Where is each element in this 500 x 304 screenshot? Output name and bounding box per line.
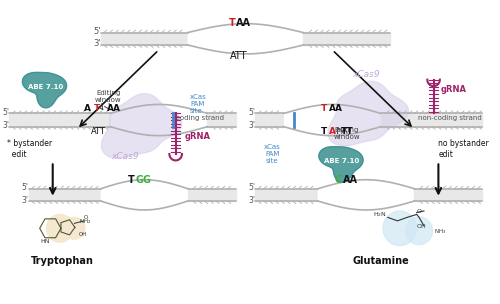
Text: 5': 5' — [2, 108, 10, 117]
Text: $\rm{H_2N}$: $\rm{H_2N}$ — [374, 210, 387, 219]
Text: xCas
PAM
site: xCas PAM site — [264, 144, 280, 164]
Text: GG: GG — [136, 175, 152, 185]
Text: $\rm{NH_2}$: $\rm{NH_2}$ — [79, 217, 92, 226]
Polygon shape — [319, 147, 363, 182]
Text: T: T — [128, 175, 134, 185]
Text: 5': 5' — [22, 183, 29, 192]
Text: TT: TT — [340, 127, 353, 136]
Text: xCas9: xCas9 — [111, 152, 139, 161]
Text: coding strand: coding strand — [176, 115, 224, 121]
Text: ABE 7.10: ABE 7.10 — [28, 84, 63, 90]
Text: T: T — [322, 127, 328, 136]
Text: gRNA: gRNA — [441, 85, 467, 94]
Text: Editing
window: Editing window — [95, 90, 122, 103]
Text: gRNA: gRNA — [184, 132, 210, 141]
Text: T: T — [322, 104, 328, 113]
Text: 3': 3' — [248, 121, 255, 130]
Text: 5': 5' — [248, 108, 255, 117]
Text: T: T — [94, 104, 100, 113]
Text: HN: HN — [40, 239, 50, 244]
Text: Glutamine: Glutamine — [352, 256, 409, 266]
Text: AA: AA — [343, 175, 358, 185]
Text: ATT: ATT — [92, 127, 106, 136]
Circle shape — [64, 217, 85, 239]
Text: Tryptophan: Tryptophan — [31, 256, 94, 266]
Text: O: O — [416, 209, 422, 214]
Polygon shape — [102, 94, 182, 158]
Text: 3': 3' — [2, 121, 10, 130]
Text: 3': 3' — [248, 195, 255, 205]
Text: no bystander
edit: no bystander edit — [438, 139, 489, 158]
Text: A: A — [84, 104, 91, 113]
Polygon shape — [328, 81, 408, 146]
Text: A: A — [329, 127, 336, 136]
Text: 3': 3' — [94, 40, 101, 49]
Text: AA: AA — [329, 104, 343, 113]
Circle shape — [383, 211, 416, 246]
Text: OH: OH — [416, 224, 426, 229]
Text: T: T — [229, 18, 236, 28]
Text: OH: OH — [79, 232, 88, 237]
Text: xCas9: xCas9 — [352, 70, 380, 79]
Polygon shape — [22, 72, 66, 108]
Text: AA: AA — [106, 104, 120, 113]
Text: C: C — [334, 175, 342, 185]
Circle shape — [46, 214, 74, 242]
Circle shape — [406, 217, 432, 245]
Text: $\rm{NH_3}$: $\rm{NH_3}$ — [434, 227, 446, 236]
Text: ABE 7.10: ABE 7.10 — [324, 158, 360, 164]
Text: AA: AA — [236, 18, 251, 28]
Text: ATT: ATT — [230, 51, 247, 61]
Text: 5': 5' — [248, 183, 255, 192]
Text: Editing
window: Editing window — [334, 127, 360, 140]
Text: 3': 3' — [22, 195, 29, 205]
Text: non-coding strand: non-coding strand — [418, 115, 482, 121]
Text: xCas
PAM
site: xCas PAM site — [190, 95, 207, 114]
Text: 5': 5' — [94, 27, 101, 36]
Text: * bystander
  edit: * bystander edit — [7, 139, 52, 158]
Text: O: O — [84, 215, 88, 220]
